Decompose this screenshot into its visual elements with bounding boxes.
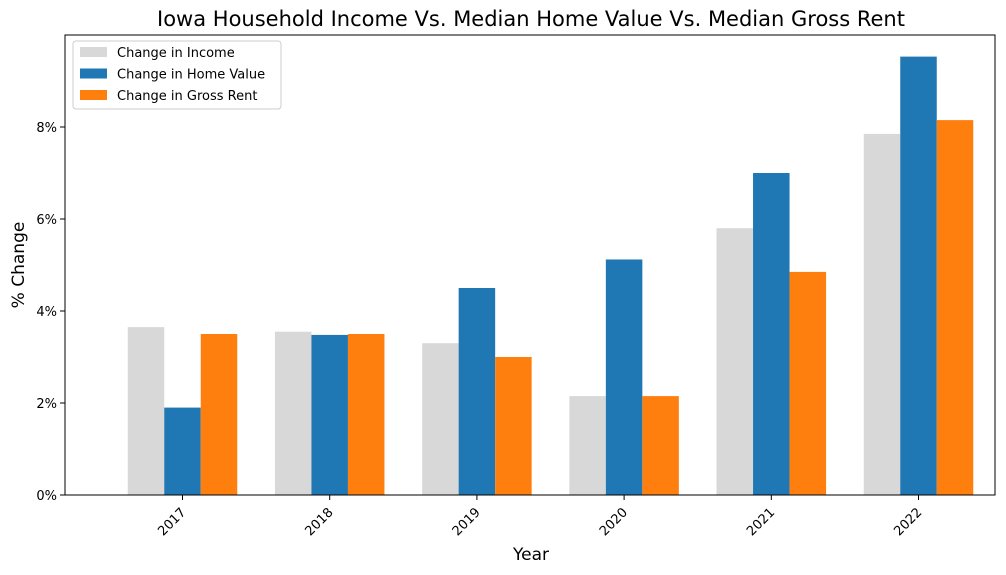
y-tick-label: 4% xyxy=(36,305,57,320)
y-tick-label: 8% xyxy=(36,121,57,136)
x-tick-label: 2019 xyxy=(450,505,484,539)
plot-frame xyxy=(64,34,996,496)
legend-swatch xyxy=(80,68,107,79)
bar-2022-series-0 xyxy=(863,133,901,495)
y-tick-label: 2% xyxy=(36,397,57,412)
x-tick-label: 2022 xyxy=(891,505,925,539)
bar-2022-series-1 xyxy=(900,56,937,496)
y-axis: 0% 2% 4% 6% 8% xyxy=(36,121,65,504)
bar-2019-series-1 xyxy=(458,288,496,495)
y-tick-label: 6% xyxy=(36,213,57,228)
bar-2020-series-2 xyxy=(642,396,679,495)
legend-label: Change in Gross Rent xyxy=(117,89,257,104)
bar-2020-series-0 xyxy=(569,396,606,495)
bar-2018-series-2 xyxy=(347,334,385,495)
x-axis: 2017 2018 2019 2020 2021 2022 xyxy=(155,495,925,539)
bar-2022-series-2 xyxy=(936,120,974,495)
bar-2018-series-0 xyxy=(274,331,312,495)
legend-swatch xyxy=(80,90,107,100)
chart-title: Iowa Household Income Vs. Median Home Va… xyxy=(157,7,905,31)
y-axis-title: % Change xyxy=(9,222,29,309)
legend-label: Change in Home Value xyxy=(117,68,265,83)
bar-2020-series-1 xyxy=(605,259,643,495)
bar-2017-series-1 xyxy=(164,407,201,495)
x-tick-label: 2018 xyxy=(303,505,337,539)
bar-2019-series-0 xyxy=(422,343,459,495)
x-axis-title: Year xyxy=(512,545,549,565)
bar-2018-series-1 xyxy=(311,334,348,495)
bars-layer xyxy=(127,56,974,496)
x-tick-label: 2021 xyxy=(744,505,778,539)
bar-2021-series-2 xyxy=(789,271,827,495)
bar-2017-series-2 xyxy=(200,334,238,495)
x-tick-label: 2020 xyxy=(597,505,631,539)
y-tick-label: 0% xyxy=(36,489,57,504)
legend-label: Change in Income xyxy=(117,46,235,61)
bar-2019-series-2 xyxy=(495,357,532,495)
bar-2021-series-1 xyxy=(753,173,790,495)
x-tick-label: 2017 xyxy=(155,505,189,539)
bar-2021-series-0 xyxy=(716,228,754,495)
legend-box xyxy=(72,40,282,110)
legend: Change in Income Change in Home Value Chan… xyxy=(72,40,282,110)
bar-2017-series-0 xyxy=(127,327,165,495)
legend-swatch xyxy=(80,47,107,57)
